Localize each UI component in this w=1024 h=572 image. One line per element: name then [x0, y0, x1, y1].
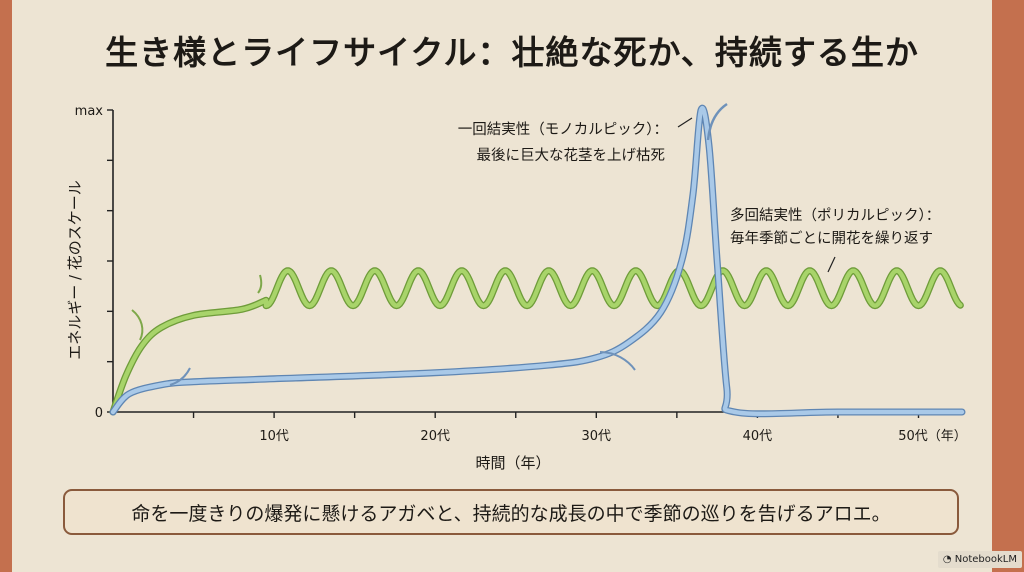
annotation-polycarpic-line2: 毎年季節ごとに開花を繰り返す [730, 229, 933, 247]
notebooklm-badge: ◔ NotebookLM [937, 551, 1022, 568]
leader-polycarpic [827, 256, 836, 273]
notebooklm-logo-icon: ◔ [942, 554, 955, 565]
x-tick-labels: 10代 20代 30代 40代 50代（年） [259, 429, 966, 444]
series-layer [109, 104, 966, 418]
leaf-green-2 [257, 274, 263, 294]
y-tick-max: max [75, 104, 104, 119]
leader-monocarpic [677, 117, 693, 128]
caption-box: 命を一度きりの爆発に懸けるアガベと、持続的な成長の中で季節の巡りを告げるアロエ。 [63, 489, 959, 535]
page-title: 生き様とライフサイクル：壮絶な死か、持続する生か [105, 33, 919, 72]
annotation-leaders [677, 117, 836, 273]
x-tick-label: 40代 [743, 429, 773, 444]
x-tick-label: 20代 [420, 429, 450, 444]
annotation-monocarpic-line1: 一回結実性（モノカルピック）： [458, 121, 668, 138]
leaf-blue-2 [599, 351, 636, 371]
y-axis-label: エネルギー / 花のスケール [66, 180, 84, 360]
annotation-polycarpic-line1: 多回結実性（ポリカルピック）： [730, 207, 940, 224]
badge-label: NotebookLM [954, 554, 1017, 565]
leaf-blue-3 [706, 102, 728, 141]
x-tick-label: 10代 [259, 429, 289, 444]
series-0-line [110, 106, 965, 416]
caption-text: 命を一度きりの爆発に懸けるアガベと、持続的な成長の中で季節の巡りを告げるアロエ。 [131, 502, 891, 525]
decorative-leaves [131, 102, 728, 386]
annotation-monocarpic-line2: 最後に巨大な花茎を上げ枯死 [477, 147, 666, 164]
x-axis-label: 時間（年） [475, 454, 550, 472]
leaf-green-1 [131, 309, 144, 341]
x-tick-label: 50代（年） [898, 429, 967, 444]
leaf-blue-1 [169, 367, 191, 386]
series-1-line [110, 268, 963, 415]
y-tick-zero: 0 [95, 406, 103, 421]
x-tick-label: 30代 [582, 429, 612, 444]
slide-background [12, 0, 992, 572]
